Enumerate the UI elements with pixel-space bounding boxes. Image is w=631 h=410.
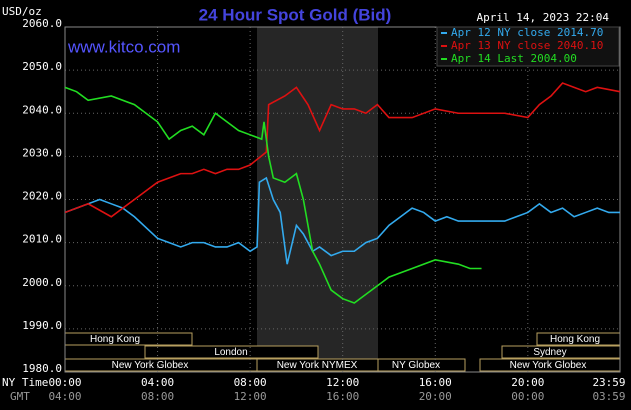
y-tick-label: 2050.0	[22, 60, 62, 73]
sessions: Hong Kong London New York Globex New Yor…	[64, 332, 621, 372]
x-tick-label: 16:00	[419, 376, 452, 389]
x2-tick-label: 12:00	[234, 390, 267, 403]
session-label: New York Globex	[510, 360, 587, 371]
y-tick-label: 2030.0	[22, 146, 62, 159]
x-tick-label: 20:00	[511, 376, 544, 389]
x2-tick-label: 00:00	[511, 390, 544, 403]
x2-tick-label: 04:00	[48, 390, 81, 403]
x2-tick-label: 16:00	[326, 390, 359, 403]
unit-label: USD/oz	[2, 5, 42, 18]
timestamp: April 14, 2023 22:04	[477, 11, 610, 24]
series-line	[64, 176, 620, 265]
legend-label: Apr 12 NY close 2014.70	[451, 26, 603, 39]
session-label: New York NYMEX	[277, 360, 358, 371]
series-line	[64, 86, 482, 304]
x-tick-label: 04:00	[141, 376, 174, 389]
watermark: www.kitco.com	[67, 37, 180, 56]
session-box	[377, 358, 466, 372]
y-tick-label: 2020.0	[22, 190, 62, 203]
x-axis-label: NY Time	[2, 376, 48, 389]
legend-label: Apr 14 Last 2004.00	[451, 52, 577, 65]
legend-box	[436, 26, 620, 67]
session-label: Hong Kong	[90, 334, 140, 345]
x2-tick-label: 08:00	[141, 390, 174, 403]
session-box	[144, 345, 319, 359]
y-tick-label: 2060.0	[22, 17, 62, 30]
y-tick-label: 1980.0	[22, 362, 62, 375]
y-tick-label: 2040.0	[22, 103, 62, 116]
chart-title: 24 Hour Spot Gold (Bid)	[199, 5, 392, 24]
x2-axis-label: GMT	[10, 390, 30, 403]
session-label: NY Globex	[392, 360, 440, 371]
series-line	[64, 82, 621, 218]
y-tick-label: 1990.0	[22, 319, 62, 332]
x-tick-label: 12:00	[326, 376, 359, 389]
x2-tick-label: 03:59	[592, 390, 625, 403]
x2-tick-label: 20:00	[419, 390, 452, 403]
x-tick-label: 00:00	[48, 376, 81, 389]
y-tick-label: 2000.0	[22, 276, 62, 289]
legend-label: Apr 13 NY close 2040.10	[451, 39, 603, 52]
session-label: Hong Kong	[550, 334, 600, 345]
plot-border	[64, 26, 621, 373]
session-label: Sydney	[533, 347, 566, 358]
y-tick-label: 2010.0	[22, 233, 62, 246]
x-tick-label: 23:59	[592, 376, 625, 389]
x-tick-label: 08:00	[234, 376, 267, 389]
session-label: London	[214, 347, 247, 358]
session-label: New York Globex	[112, 360, 189, 371]
